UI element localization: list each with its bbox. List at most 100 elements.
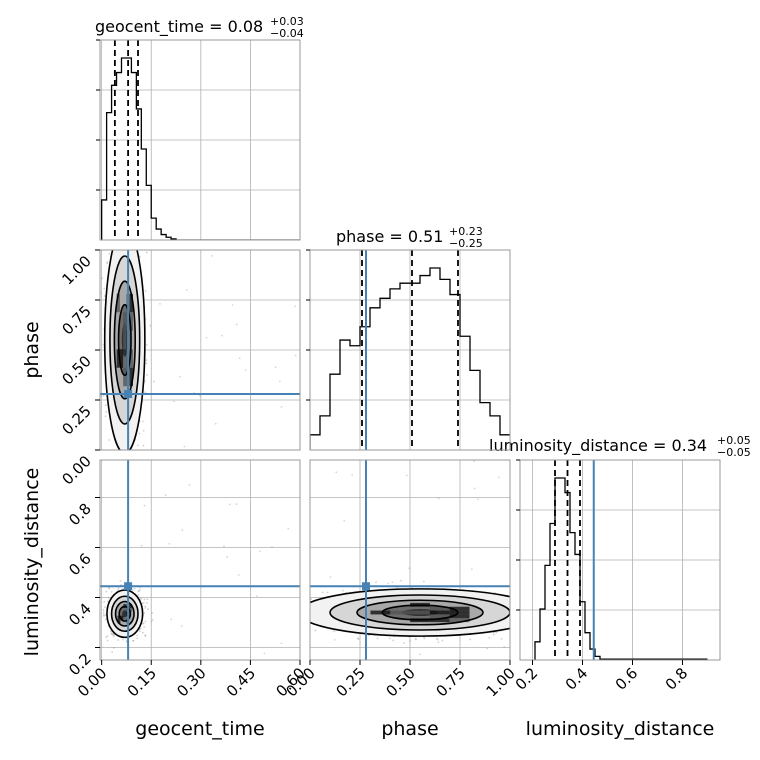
scatter-point [511,620,513,622]
xtick-label-luminosity_distance: 0.2 [512,664,542,694]
xtick-label-geocent_time: 0.15 [124,664,160,700]
scatter-point [357,638,360,641]
scatter-point [534,615,536,617]
scatter-point [536,610,538,612]
scatter-point [147,608,149,611]
scatter-point [335,471,338,474]
scatter-point [387,582,390,585]
contour-line [310,588,510,637]
scatter-point [151,619,154,621]
scatter-point [110,590,113,593]
scatter-point [514,622,516,624]
scatter-point [132,639,135,642]
scatter-point [278,380,281,383]
contour-line [381,604,459,621]
scatter-point [473,460,476,463]
density-pixel [129,604,133,608]
scatter-point [618,615,620,617]
scatter-point [97,351,99,353]
ytick-label-phase: 0.00 [58,452,94,488]
scatter-point [146,373,148,376]
ylabel-luminosity-distance: luminosity_distance [21,468,43,657]
scatter-point [108,439,111,441]
scatter-point [103,295,106,297]
scatter-point [619,612,621,614]
scatter-point [103,207,105,209]
scatter-point [149,324,152,327]
truth-marker [124,582,133,591]
scatter-point [437,497,440,500]
scatter-point [367,634,370,637]
scatter-point [294,628,296,630]
density-pixel [449,610,470,615]
scatter-point [137,590,140,593]
scatter-point [356,637,359,640]
scatter-point [520,585,522,587]
gridlines [520,460,720,660]
scatter-point [132,640,134,642]
scatter-point [333,639,336,641]
scatter-point [248,614,250,616]
density-pixel [370,610,391,615]
density-pixel [390,610,411,615]
histogram-luminosity_distance [534,477,708,660]
scatter-point [280,405,283,408]
scatter-point [351,474,354,476]
scatter-point [134,244,136,246]
contour-line [110,595,139,633]
density-luminosity_distance_vs_phase [248,460,621,660]
xtick-label-phase: 0.50 [382,664,418,700]
scatter-point [102,608,105,611]
scatter-point [144,607,147,609]
xtick-label-phase: 0.75 [432,664,468,700]
truth-marker [362,582,370,591]
density-pixel [129,293,133,313]
density-pixel [116,349,120,368]
scatter-point [500,637,503,640]
ytick-label-phase: 0.75 [58,302,94,338]
scatter-point [113,452,115,454]
scatter-point [392,639,395,642]
scatter-point [98,392,100,394]
density-luminosity_distance_vs_geocent_time [100,460,300,660]
scatter-point [326,591,329,594]
scatter-point [343,519,346,522]
scatter-point [441,639,444,642]
scatter-point [389,637,391,640]
scatter-point [122,638,124,641]
title-geocent-time-minus: −0.04 [270,27,304,40]
scatter-point [256,595,258,598]
scatter-point [418,653,421,656]
scatter-point [124,213,126,215]
scatter-point [530,615,532,617]
scatter-point [498,476,500,479]
scatter-point [521,604,523,606]
contour-line [113,280,137,400]
scatter-point [537,604,539,606]
scatter-point [143,612,146,614]
scatter-point [120,202,122,204]
scatter-point [136,444,139,447]
scatter-point [199,394,201,397]
scatter-point [138,630,141,633]
scatter-point [185,288,188,291]
contour-line [114,600,135,627]
scatter-point [512,601,514,603]
scatter-point [142,622,145,625]
scatter-point [512,605,514,607]
scatter-point [214,422,217,425]
xlabel-geocent-time: geocent_time [135,718,264,740]
xtick-label-geocent_time: 0.45 [223,664,259,700]
scatter-point [131,589,134,592]
scatter-point [287,625,289,627]
scatter-point [181,529,184,532]
scatter-point [136,637,139,640]
scatter-point [517,595,519,597]
xlabel-luminosity-distance: luminosity_distance [526,718,715,740]
scatter-point [132,244,134,246]
contour-line [117,303,132,377]
title-phase-plus: +0.23 [449,225,483,238]
scatter-point [303,629,305,631]
scatter-point [104,404,107,407]
scatter-point [244,369,247,371]
